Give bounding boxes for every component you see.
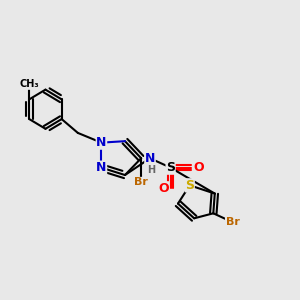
- Text: S: S: [166, 161, 175, 174]
- Text: Br: Br: [226, 217, 239, 227]
- Text: O: O: [193, 161, 204, 174]
- Text: N: N: [96, 161, 106, 174]
- Text: Br: Br: [134, 177, 148, 188]
- Text: N: N: [96, 136, 106, 149]
- Text: N: N: [145, 152, 155, 165]
- Text: S: S: [185, 179, 194, 192]
- Text: O: O: [158, 182, 169, 195]
- Text: CH₃: CH₃: [20, 79, 39, 89]
- Text: H: H: [147, 165, 155, 175]
